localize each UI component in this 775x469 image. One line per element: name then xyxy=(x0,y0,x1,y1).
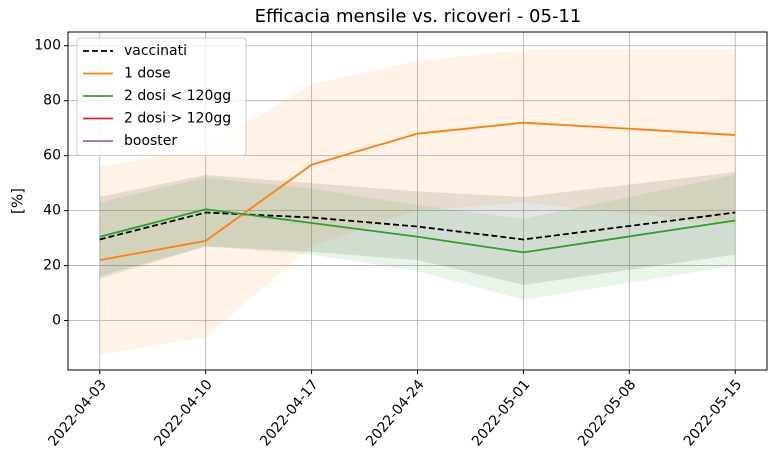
legend-label: 1 dose xyxy=(124,66,171,82)
y-axis-label: [%] xyxy=(9,188,27,214)
legend-label: booster xyxy=(124,133,177,149)
confidence-band xyxy=(99,172,736,285)
y-tick-label: 20 xyxy=(43,258,61,274)
legend: vaccinati 1 dose 2 dosi < 120gg 2 dosi > 12… xyxy=(76,37,247,156)
y-tick-label: 80 xyxy=(43,93,61,109)
plot-frame xyxy=(67,31,768,371)
legend-label: 2 dosi > 120gg xyxy=(124,111,231,127)
legend-box xyxy=(76,37,247,156)
y-tick-label: 100 xyxy=(34,38,61,54)
y-tick-label: 60 xyxy=(43,148,61,164)
series-line xyxy=(99,208,736,254)
chart-title: Efficacia mensile vs. ricoveri - 05-11 xyxy=(255,6,582,27)
series-line xyxy=(99,211,736,241)
y-tick-label: 0 xyxy=(52,313,61,329)
legend-label: vaccinati xyxy=(124,43,187,59)
legend-label: 2 dosi < 120gg xyxy=(124,88,231,104)
y-tick-label: 40 xyxy=(43,203,61,219)
series-line xyxy=(99,121,736,261)
